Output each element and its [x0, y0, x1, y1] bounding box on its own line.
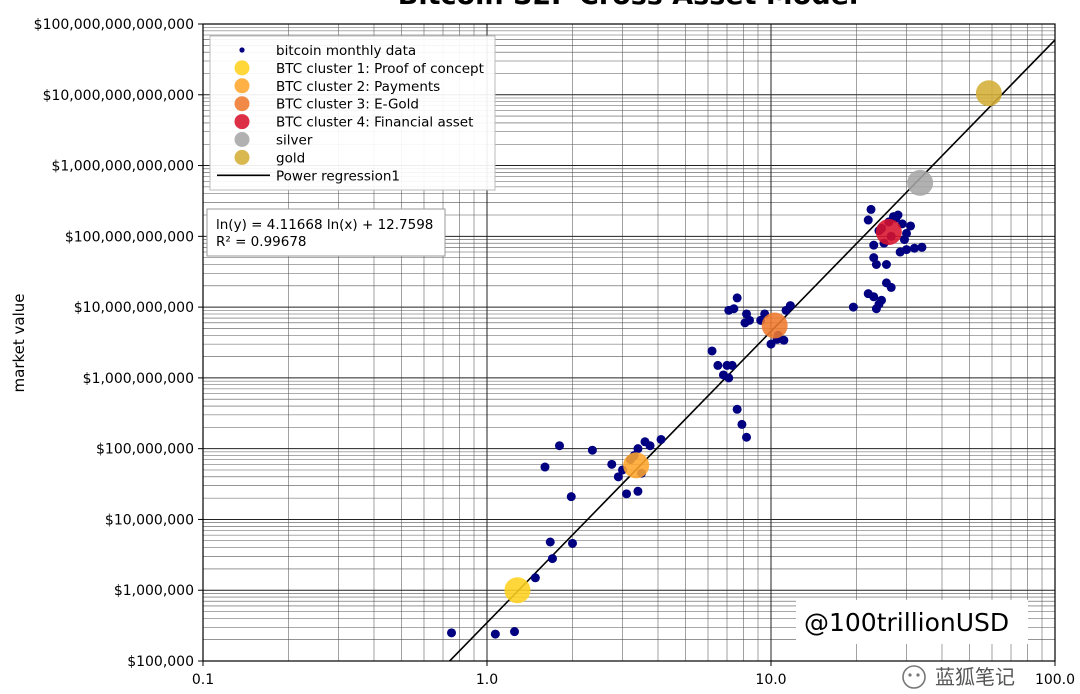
- legend-swatch: [234, 114, 250, 130]
- legend-entry-label: Power regression1: [276, 168, 400, 184]
- bitcoin-data-point: [607, 459, 617, 469]
- legend-box: [209, 35, 496, 191]
- bitcoin-data-point: [656, 434, 666, 444]
- legend-swatch: [234, 78, 250, 94]
- y-tick-label: $10,000,000: [105, 512, 194, 528]
- btc-cluster-1-proof-of-concept-marker: [504, 577, 531, 604]
- bitcoin-data-point: [742, 309, 752, 319]
- bitcoin-data-point: [866, 204, 876, 214]
- bitcoin-data-point: [587, 445, 597, 455]
- x-tick-label: 0.1: [192, 672, 214, 688]
- bitcoin-data-point: [871, 259, 881, 269]
- legend-swatch: [234, 60, 250, 76]
- bitcoin-data-point: [766, 339, 776, 349]
- legend-entry-label: gold: [276, 150, 305, 166]
- legend-entry-label: silver: [276, 133, 313, 149]
- bitcoin-data-point: [622, 489, 632, 499]
- chart-title: Bitcoin S2F Cross Asset Model: [398, 0, 858, 11]
- x-tick-label: 1.0: [476, 672, 498, 688]
- bitcoin-data-point: [447, 628, 457, 638]
- y-axis-label: market value: [10, 294, 28, 393]
- bitcoin-data-point: [724, 373, 734, 383]
- legend-entry-label: bitcoin monthly data: [276, 43, 416, 59]
- y-tick-label: $10,000,000,000,000: [43, 88, 194, 104]
- bitcoin-data-point: [530, 573, 540, 583]
- y-tick-label: $1,000,000,000: [83, 371, 194, 387]
- bitcoin-data-point: [567, 538, 577, 548]
- btc-cluster-4-financial-asset-marker: [875, 219, 902, 246]
- bitcoin-data-point: [540, 462, 550, 472]
- regression-line: [448, 39, 1055, 661]
- bitcoin-data-point: [881, 259, 891, 269]
- bitcoin-data-point: [902, 245, 912, 255]
- legend-entry-label: BTC cluster 3: E-Gold: [276, 97, 419, 113]
- bitcoin-data-point: [742, 432, 752, 442]
- bitcoin-data-point: [490, 629, 500, 639]
- y-tick-label: $100,000,000: [96, 442, 194, 458]
- bitcoin-data-point: [727, 360, 737, 370]
- plot-frame: [202, 23, 1056, 662]
- bitcoin-data-point: [633, 444, 643, 454]
- bitcoin-data-point: [510, 627, 520, 637]
- watermark-text: @100trillionUSD: [804, 608, 1009, 637]
- bitcoin-data-point: [877, 295, 887, 305]
- bitcoin-data-point: [869, 253, 879, 263]
- bitcoin-data-point: [547, 554, 557, 564]
- regression-r-squared: R² = 0.99678: [216, 234, 307, 250]
- gold-marker: [975, 80, 1002, 107]
- bitcoin-data-point: [645, 441, 655, 451]
- bitcoin-data-point: [886, 282, 896, 292]
- bitcoin-data-point: [863, 215, 873, 225]
- y-tick-label: $100,000,000,000: [65, 229, 194, 245]
- regression-equation: ln(y) = 4.11668 ln(x) + 12.7598: [216, 217, 433, 233]
- bitcoin-data-point: [869, 292, 879, 302]
- bitcoin-data-point: [899, 235, 909, 245]
- bitcoin-data-point: [545, 537, 555, 547]
- bitcoin-data-point: [713, 360, 723, 370]
- bitcoin-data-point: [917, 242, 927, 252]
- legend-entry-label: BTC cluster 4: Financial asset: [276, 115, 473, 131]
- y-tick-label: $100,000,000,000,000: [34, 17, 194, 33]
- bitcoin-data-point: [554, 441, 564, 451]
- bitcoin-data-point: [732, 293, 742, 303]
- wechat-badge-label: 蓝狐笔记: [935, 665, 1015, 689]
- btc-cluster-3-e-gold-marker: [761, 312, 788, 339]
- legend-swatch: [234, 96, 250, 112]
- btc-cluster-2-payments-marker: [623, 452, 650, 479]
- bitcoin-data-point: [869, 240, 879, 250]
- y-tick-label: $1,000,000: [114, 583, 194, 599]
- y-tick-label: $1,000,000,000,000: [51, 159, 194, 175]
- legend-entry-label: BTC cluster 2: Payments: [276, 79, 440, 95]
- wechat-icon-eye: [908, 673, 912, 677]
- legend-swatch: [234, 149, 250, 165]
- x-tick-label: 10.0: [755, 672, 786, 688]
- silver-marker: [907, 169, 934, 196]
- bitcoin-data-point: [729, 304, 739, 314]
- bitcoin-data-point: [732, 404, 742, 414]
- legend-swatch-bitcoin: [239, 47, 245, 53]
- bitcoin-data-point: [613, 472, 623, 482]
- equation-box: [206, 208, 446, 257]
- bitcoin-data-point: [848, 302, 858, 312]
- bitcoin-data-point: [785, 301, 795, 311]
- wechat-icon-eye: [916, 673, 920, 677]
- bitcoin-data-point: [633, 486, 643, 496]
- x-tick-label: 100.0: [1035, 672, 1075, 688]
- bitcoin-data-point: [566, 492, 576, 502]
- bitcoin-data-point: [737, 419, 747, 429]
- watermark-box: [796, 600, 1028, 644]
- wechat-icon: [902, 665, 926, 689]
- bitcoin-data-point: [707, 346, 717, 356]
- y-tick-label: $10,000,000,000: [74, 300, 194, 316]
- bitcoin-data-point: [909, 243, 919, 253]
- y-tick-label: $100,000: [127, 654, 194, 670]
- legend-entry-label: BTC cluster 1: Proof of concept: [276, 61, 484, 77]
- bitcoin-data-point: [906, 221, 916, 231]
- legend-swatch: [234, 132, 250, 147]
